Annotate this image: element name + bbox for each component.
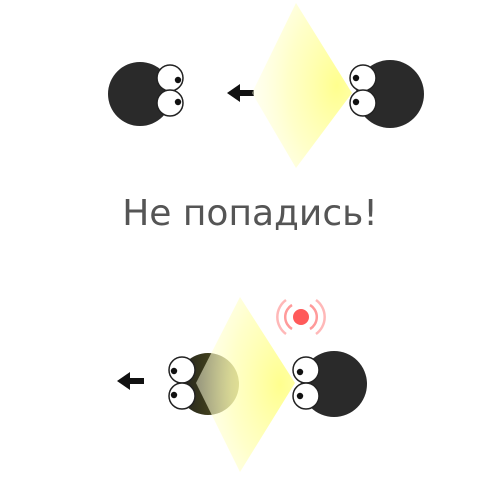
bottom-panel	[117, 297, 367, 472]
fleeing-character	[108, 62, 184, 126]
eye	[156, 89, 184, 117]
flashlight-beam	[252, 3, 352, 168]
eye	[292, 356, 320, 384]
caption-text: Не попадись!	[122, 193, 378, 234]
character-body	[108, 62, 172, 126]
eye	[349, 89, 377, 117]
pupil	[174, 98, 182, 106]
watcher-character	[292, 351, 367, 417]
pupil	[352, 74, 360, 82]
arrow-left-icon	[227, 84, 254, 102]
watcher-character	[349, 60, 424, 128]
arrow-left-icon	[117, 372, 144, 390]
pupil	[296, 368, 304, 376]
pupil	[170, 391, 178, 399]
pupil	[170, 367, 178, 375]
alarm-signal-icon	[276, 298, 326, 336]
pupil	[352, 98, 360, 106]
eye	[292, 382, 320, 410]
eye	[168, 382, 196, 410]
flashlight-beam	[196, 297, 295, 472]
pupil	[174, 76, 182, 84]
pupil	[296, 392, 304, 400]
top-panel	[108, 3, 424, 168]
